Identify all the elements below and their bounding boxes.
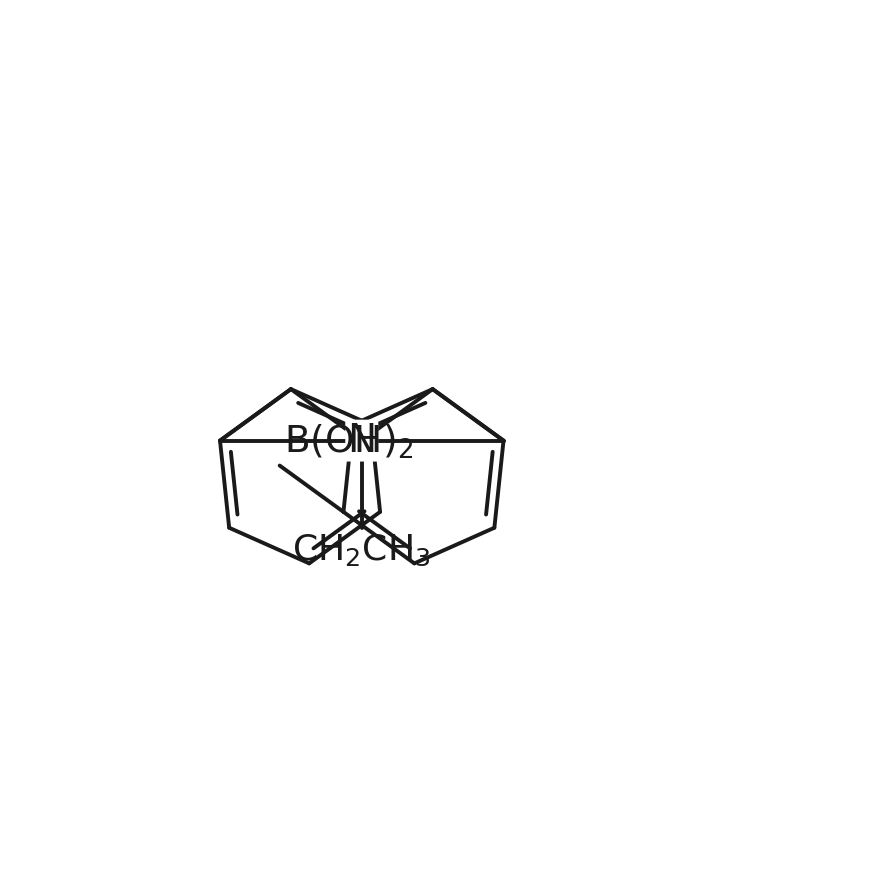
Text: N: N [347,422,376,459]
Text: B(OH)$_2$: B(OH)$_2$ [284,423,413,461]
Text: CH$_2$CH$_3$: CH$_2$CH$_3$ [293,532,431,568]
